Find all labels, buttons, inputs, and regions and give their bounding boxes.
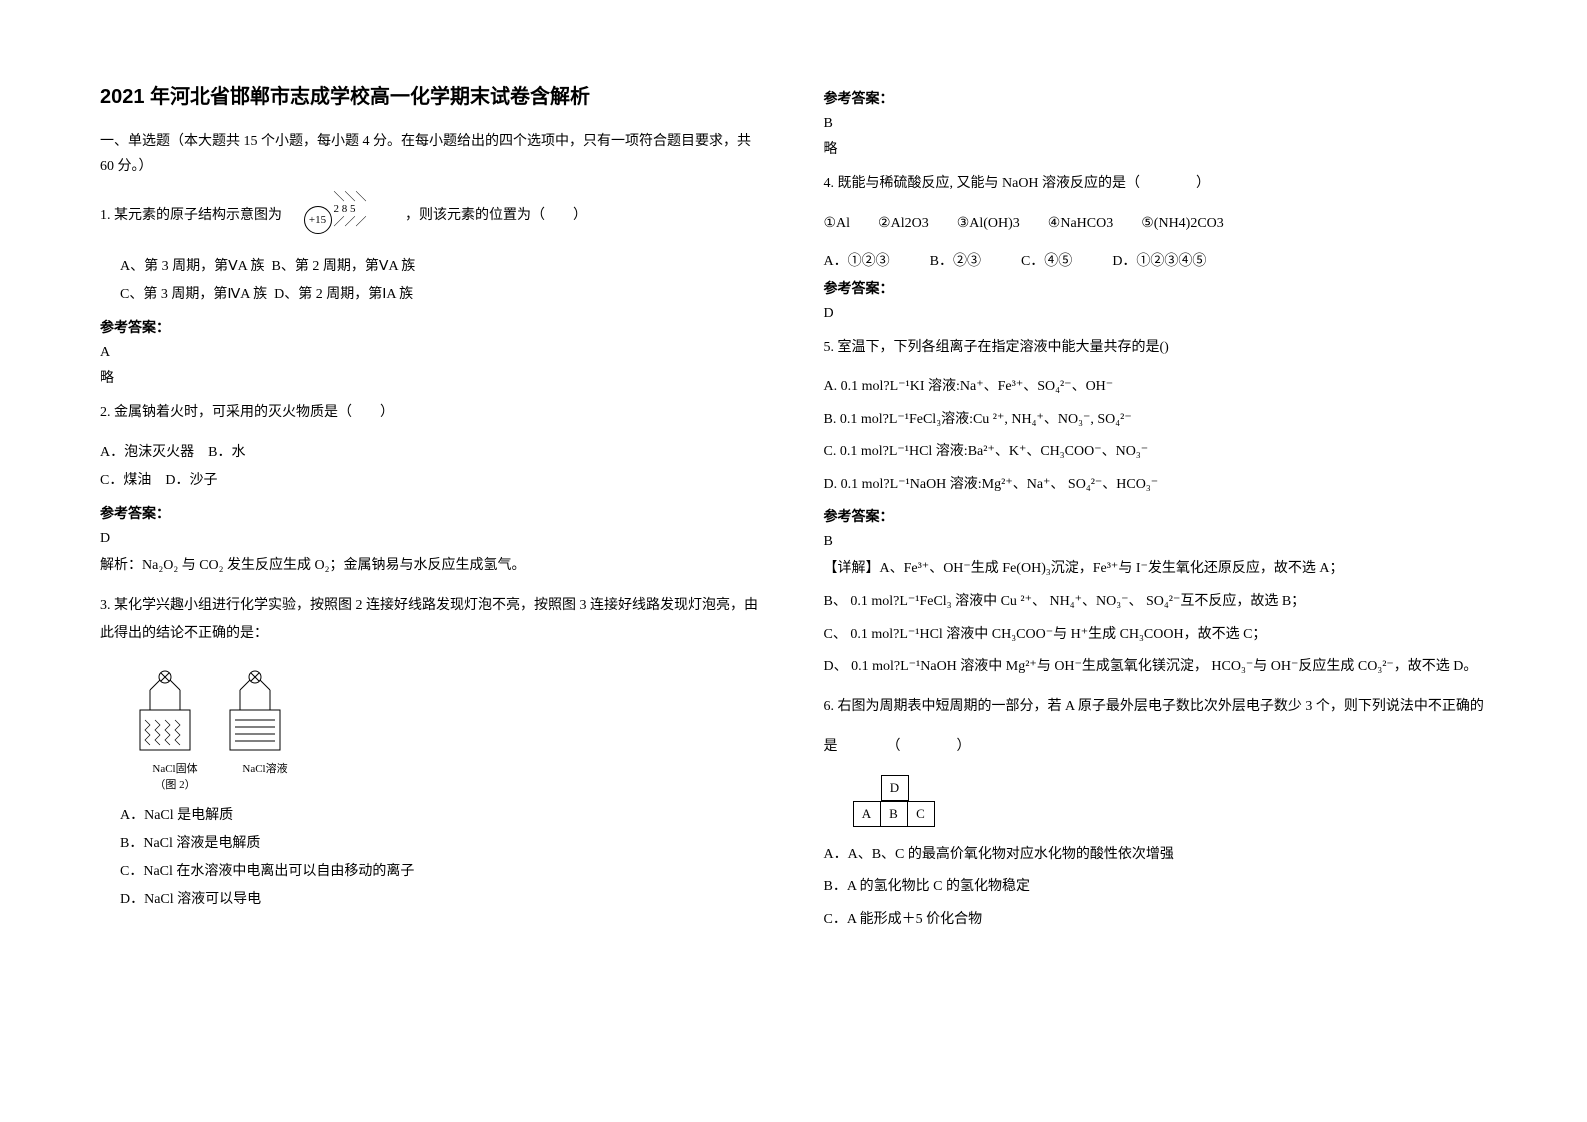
atom-shells: ＼＼＼ 2 8 5 ／／／ [334,191,367,227]
atom-structure-diagram: +15 ＼＼＼ 2 8 5 ／／／ [294,191,394,241]
q5-opt-a: A. 0.1 mol?L⁻¹KI 溶液:Na⁺、Fe³⁺、SO₄²⁻、OH⁻ [824,374,1488,401]
q5-opt-b: B. 0.1 mol?L⁻¹FeCl₃溶液:Cu ²⁺, NH₄⁺、NO₃⁻, … [824,407,1488,434]
q6-opt-a: A．A、B、C 的最高价氧化物对应水化物的酸性依次增强 [824,842,1488,869]
question-4: 4. 既能与稀硫酸反应, 又能与 NaOH 溶液反应的是（ ） [824,170,1488,198]
q4-items: ①Al ②Al2O3 ③Al(OH)3 ④NaHCO3 ⑤(NH4)2CO3 [824,210,1488,238]
question-1: 1. 某元素的原子结构示意图为 +15 ＼＼＼ 2 8 5 ／／／ ，则该元素的… [100,191,764,241]
cell-a: A [853,801,881,827]
q3-answer-label: 参考答案： [824,88,1488,108]
q3-opt-d: D．NaCl 溶液可以导电 [120,886,764,914]
page-title: 2021 年河北省邯郸市志成学校高一化学期末试卷含解析 [100,80,764,109]
q4-opt-b: B．②③ [930,250,981,270]
figure-2-3: NaCl固体 （图 2） NaCl溶液 [130,660,310,792]
atom-nucleus: +15 [304,206,332,234]
periodic-table-fragment: D A B C [854,776,1488,827]
q1-opt-b: B、第 2 周期，第ⅤA 族 [272,259,416,274]
q2-opt-d: D．沙子 [165,473,217,488]
q1-options: A、第 3 周期，第ⅤA 族 B、第 2 周期，第ⅤA 族 C、第 3 周期，第… [120,253,764,309]
cell-d: D [881,775,909,801]
q3-opt-b: B．NaCl 溶液是电解质 [120,830,764,858]
q5-answer-label: 参考答案： [824,506,1488,526]
q2-opt-a: A．泡沫灭火器 [100,445,194,460]
q2-answer: D [100,531,764,547]
q1-answer-label: 参考答案： [100,317,764,337]
q1-omit: 略 [100,367,764,387]
fig2-caption: （图 2） [154,779,195,791]
q5-opt-c: C. 0.1 mol?L⁻¹HCl 溶液:Ba²⁺、K⁺、CH₃COO⁻、NO₃… [824,439,1488,466]
q1-answer: A [100,345,764,361]
q1-opt-d: D、第 2 周期，第ⅠA 族 [274,287,413,302]
q2-answer-label: 参考答案： [100,503,764,523]
q5-opt-d: D. 0.1 mol?L⁻¹NaOH 溶液:Mg²⁺、Na⁺、 SO₄²⁻、HC… [824,472,1488,499]
q4-opt-c: C．④⑤ [1021,250,1072,270]
q4-answer-label: 参考答案： [824,278,1488,298]
left-column: 2021 年河北省邯郸市志成学校高一化学期末试卷含解析 一、单选题（本大题共 1… [100,80,764,1082]
q3-opt-a: A．NaCl 是电解质 [120,802,764,830]
q2-options: A．泡沫灭火器 B．水 C．煤油 D．沙子 [100,439,764,495]
right-column: 参考答案： B 略 4. 既能与稀硫酸反应, 又能与 NaOH 溶液反应的是（ … [824,80,1488,1082]
fig2-label-1: NaCl固体 [152,763,197,775]
q6-opt-c: C．A 能形成＋5 价化合物 [824,907,1488,934]
q3-opt-c: C．NaCl 在水溶液中电离出可以自由移动的离子 [120,858,764,886]
q5-expl-4: D、 0.1 mol?L⁻¹NaOH 溶液中 Mg²⁺与 OH⁻生成氢氧化镁沉淀… [824,654,1488,681]
cell-c: C [907,801,935,827]
circuit-diagram-icon [130,660,310,760]
question-6: 6. 右图为周期表中短周期的一部分，若 A 原子最外层电子数比次外层电子数少 3… [824,693,1488,721]
question-6b: 是 （ ） [824,733,1488,761]
q3-options: A．NaCl 是电解质 B．NaCl 溶液是电解质 C．NaCl 在水溶液中电离… [120,802,764,914]
fig2-label-2: NaCl溶液 [220,760,310,792]
q5-expl-3: C、 0.1 mol?L⁻¹HCl 溶液中 CH₃COO⁻与 H⁺生成 CH₃C… [824,622,1488,649]
section-heading: 一、单选题（本大题共 15 个小题，每小题 4 分。在每小题给出的四个选项中，只… [100,129,764,179]
q4-options: A．①②③ B．②③ C．④⑤ D．①②③④⑤ [824,250,1488,270]
q1-stem-a: 1. 某元素的原子结构示意图为 [100,209,282,224]
q6-opt-b: B．A 的氢化物比 C 的氢化物稳定 [824,874,1488,901]
q1-stem-b: ，则该元素的位置为（ ） [405,209,587,224]
q3-answer: B [824,116,1488,132]
q5-answer: B [824,534,1488,550]
q1-opt-c: C、第 3 周期，第ⅣA 族 [120,287,267,302]
question-2: 2. 金属钠着火时，可采用的灭火物质是（ ） [100,399,764,427]
q4-opt-d: D．①②③④⑤ [1112,250,1206,270]
q5-expl-1: 【详解】A、Fe³⁺、OH⁻生成 Fe(OH)₃沉淀，Fe³⁺与 I⁻发生氧化还… [824,556,1488,583]
q2-opt-c: C．煤油 [100,473,151,488]
q4-opt-a: A．①②③ [824,250,890,270]
q2-explain: 解析：Na₂O₂ 与 CO₂ 发生反应生成 O₂；金属钠易与水反应生成氢气。 [100,553,764,580]
cell-b: B [880,801,908,827]
q3-omit: 略 [824,138,1488,158]
q1-opt-a: A、第 3 周期，第ⅤA 族 [120,259,265,274]
q4-answer: D [824,306,1488,322]
q2-opt-b: B．水 [208,445,245,460]
question-3: 3. 某化学兴趣小组进行化学实验，按照图 2 连接好线路发现灯泡不亮，按照图 3… [100,592,764,648]
question-5: 5. 室温下，下列各组离子在指定溶液中能大量共存的是() [824,334,1488,362]
q5-expl-2: B、 0.1 mol?L⁻¹FeCl₃ 溶液中 Cu ²⁺、 NH₄⁺、NO₃⁻… [824,589,1488,616]
